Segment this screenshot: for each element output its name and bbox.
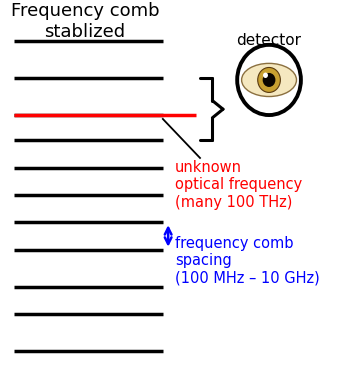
Circle shape [258,67,280,92]
Text: detector: detector [236,33,302,48]
Circle shape [263,73,268,78]
Text: frequency comb
spacing
(100 MHz – 10 GHz): frequency comb spacing (100 MHz – 10 GHz… [175,236,320,286]
Circle shape [263,73,275,87]
Text: unknown
optical frequency
(many 100 THz): unknown optical frequency (many 100 THz) [175,160,302,210]
Text: Frequency comb: Frequency comb [11,2,159,20]
Text: stablized: stablized [44,23,126,41]
Ellipse shape [241,63,297,96]
